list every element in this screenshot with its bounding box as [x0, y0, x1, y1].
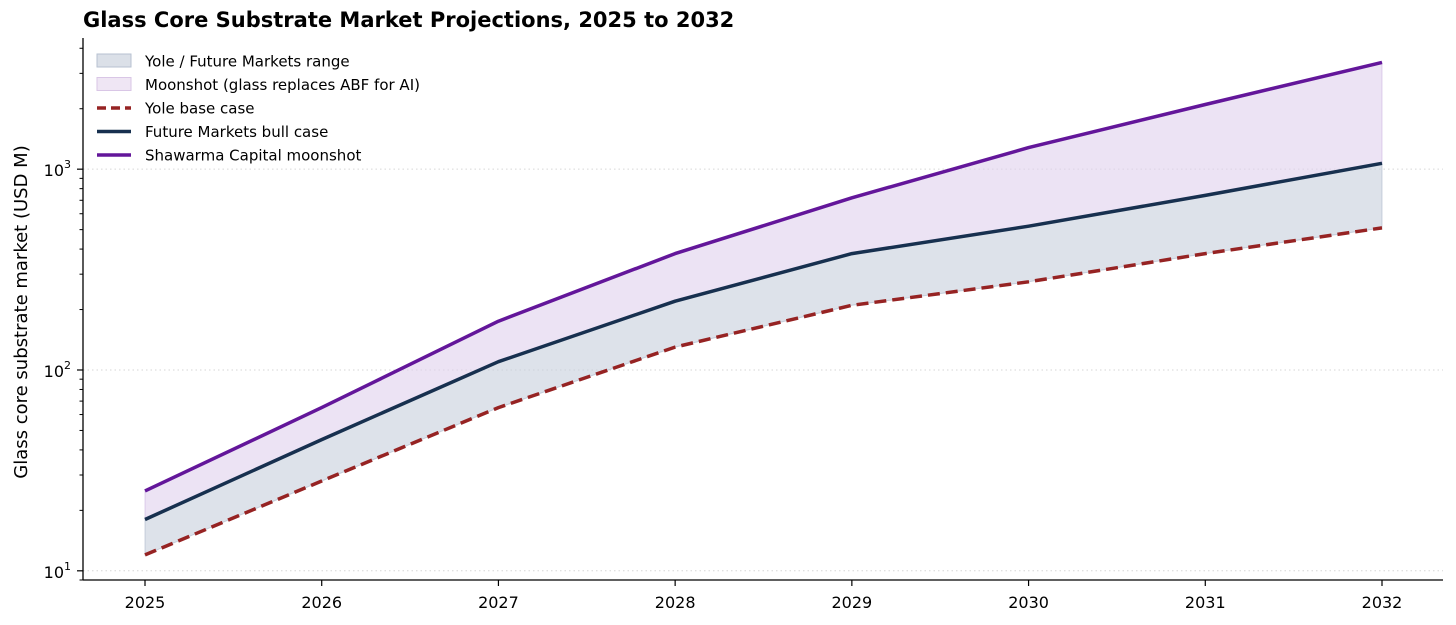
legend-label: Yole base case — [144, 100, 255, 118]
legend-label: Yole / Future Markets range — [144, 53, 350, 71]
x-tick-label: 2029 — [831, 593, 872, 612]
legend: Yole / Future Markets range Moonshot (gla… — [96, 53, 420, 165]
y-tick-label: 101 — [44, 560, 71, 582]
y-tick-label: 103 — [44, 158, 71, 180]
x-tick-label: 2025 — [125, 593, 166, 612]
legend-item: Future Markets bull case — [97, 123, 328, 141]
y-axis-label: Glass core substrate market (USD M) — [11, 145, 32, 478]
x-tick-label: 2027 — [478, 593, 519, 612]
series-line-future-markets-bull — [144, 161, 1383, 522]
x-tick-label: 2032 — [1362, 593, 1403, 612]
legend-item: Shawarma Capital moonshot — [97, 147, 361, 165]
legend-item: Yole base case — [97, 100, 255, 118]
tick-layer: 2025 2026 2027 2028 2029 2030 2031 2032 101 102 10… — [44, 47, 1403, 612]
chart-title: Glass Core Substrate Market Projections,… — [83, 8, 735, 32]
line-layer — [144, 60, 1383, 557]
legend-label: Moonshot (glass replaces ABF for AI) — [145, 76, 420, 94]
x-tick-label: 2031 — [1185, 593, 1226, 612]
grid-layer — [83, 168, 1443, 572]
series-line-yole-base — [144, 226, 1383, 557]
band-yole-future-range — [144, 162, 1383, 556]
legend-swatch — [96, 53, 132, 68]
x-tick-label: 2028 — [655, 593, 696, 612]
series-line-shawarma-moonshot — [144, 60, 1383, 493]
legend-item: Yole / Future Markets range — [96, 53, 350, 71]
band-layer — [144, 61, 1383, 556]
axis-layer — [82, 38, 1443, 581]
x-tick-label: 2026 — [301, 593, 342, 612]
legend-label: Shawarma Capital moonshot — [145, 147, 361, 165]
legend-swatch — [96, 77, 132, 91]
y-tick-label: 102 — [44, 359, 71, 381]
x-tick-label: 2030 — [1008, 593, 1049, 612]
legend-item: Moonshot (glass replaces ABF for AI) — [96, 76, 420, 94]
legend-label: Future Markets bull case — [145, 123, 328, 141]
